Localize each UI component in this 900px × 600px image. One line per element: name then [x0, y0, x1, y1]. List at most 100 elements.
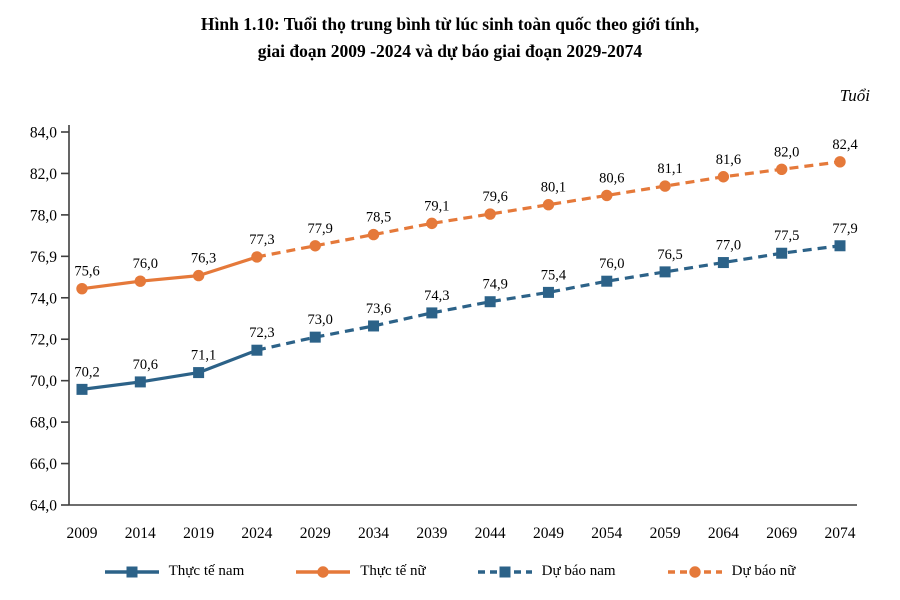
y-tick-label: 78,0	[30, 207, 57, 224]
x-tick-label: 2014	[125, 525, 156, 542]
series-line-0	[81, 348, 258, 391]
legend-swatch-du-bao-nam	[477, 565, 532, 579]
x-tick-label: 2009	[67, 525, 98, 542]
legend-label-thuc-te-nu: Thực tế nữ	[360, 563, 426, 579]
data-point-marker	[309, 240, 321, 252]
x-tick-label: 2019	[183, 525, 214, 542]
data-point-label: 70,2	[74, 364, 99, 380]
data-point-label: 81,6	[716, 152, 741, 168]
data-point-label: 76,5	[657, 247, 682, 263]
data-point-label: 74,9	[482, 277, 507, 293]
x-tick-label: 2044	[475, 525, 506, 542]
data-point-marker	[134, 275, 147, 287]
data-point-label: 76,3	[191, 251, 216, 267]
data-point-label: 73,6	[366, 301, 391, 317]
x-tick-label: 2074	[825, 525, 856, 542]
data-point-marker	[542, 286, 554, 298]
data-point-label: 75,6	[74, 264, 99, 280]
legend-swatch-canvas	[477, 566, 532, 577]
data-point-label: 81,1	[657, 161, 682, 177]
legend-label-du-bao-nam: Dự báo nam	[541, 563, 616, 579]
y-tick-label: 68,0	[30, 415, 57, 432]
y-tick-label: 70,0	[30, 373, 57, 390]
x-tick-label: 2034	[358, 525, 389, 542]
data-point-marker	[776, 247, 788, 259]
data-point-marker	[367, 228, 380, 241]
legend-swatch-canvas	[296, 565, 351, 578]
data-point-marker	[76, 383, 88, 395]
data-point-label: 75,4	[541, 267, 567, 283]
data-point-label: 82,4	[832, 137, 858, 153]
data-point-marker	[659, 180, 671, 192]
legend-swatch-thuc-te-nu	[296, 565, 351, 579]
series-line-2	[256, 244, 841, 352]
data-point-label: 76,0	[599, 256, 624, 272]
data-point-marker	[484, 208, 496, 220]
legend-item-du-bao-nam: Dự báo nam	[477, 563, 616, 580]
data-point-marker	[193, 367, 205, 379]
data-point-marker	[309, 331, 321, 343]
data-point-marker	[775, 163, 788, 175]
legend-swatch-canvas	[667, 565, 722, 578]
series-line-3	[256, 160, 841, 259]
x-tick-label: 2069	[766, 525, 797, 542]
legend-swatch-canvas	[104, 566, 159, 577]
data-point-marker	[542, 199, 555, 211]
y-tick-label: 76,9	[30, 249, 57, 266]
data-point-label: 80,1	[541, 180, 566, 196]
data-point-marker	[484, 296, 496, 308]
x-tick-label: 2029	[300, 525, 331, 542]
data-point-marker	[834, 156, 846, 168]
data-point-label: 71,1	[191, 348, 216, 364]
y-axis-unit-label: Tuổi	[839, 86, 870, 105]
legend-item-thuc-te-nu: Thực tế nữ	[296, 563, 426, 580]
data-point-marker	[601, 189, 613, 202]
data-point-marker	[192, 269, 205, 282]
x-tick-label: 2049	[533, 525, 564, 542]
data-point-label: 70,6	[133, 357, 158, 373]
data-point-marker	[717, 257, 729, 269]
data-point-marker	[659, 266, 671, 278]
data-point-marker	[601, 275, 613, 287]
legend-item-thuc-te-nam: Thực tế nam	[104, 563, 245, 580]
data-point-marker	[834, 240, 846, 252]
x-tick-label: 2059	[650, 525, 681, 542]
series-line-1	[81, 255, 258, 291]
y-tick-label: 74,0	[30, 290, 57, 307]
chart-title-line2: giai đoạn 2009 -2024 và dự báo giai đoạn…	[257, 41, 643, 61]
data-point-label: 77,9	[308, 221, 333, 237]
chart-legend: Thực tế nam Thực tế nữ Dự báo nam Dự báo…	[0, 563, 900, 580]
data-point-label: 74,3	[424, 288, 449, 304]
chart-title: Hình 1.10: Tuổi thọ trung bình từ lúc si…	[0, 11, 900, 65]
data-point-label: 73,0	[308, 312, 333, 328]
x-tick-label: 2054	[591, 525, 622, 542]
data-point-label: 77,3	[249, 232, 274, 248]
y-tick-label: 64,0	[30, 498, 57, 515]
chart-title-line1: Hình 1.10: Tuổi thọ trung bình từ lúc si…	[200, 14, 700, 34]
legend-swatch-du-bao-nu	[667, 565, 722, 579]
data-point-marker	[134, 376, 146, 388]
data-point-label: 79,6	[482, 189, 507, 205]
data-point-label: 77,0	[716, 238, 741, 254]
data-point-label: 78,5	[366, 210, 391, 226]
legend-item-du-bao-nu: Dự báo nữ	[667, 563, 795, 580]
x-tick-label: 2024	[241, 525, 272, 542]
data-point-label: 76,0	[133, 256, 158, 272]
data-point-label: 80,6	[599, 170, 624, 186]
legend-label-thuc-te-nam: Thực tế nam	[168, 563, 245, 579]
y-tick-label: 84,0	[30, 125, 57, 142]
y-tick-label: 72,0	[30, 332, 57, 349]
x-tick-label: 2039	[416, 525, 447, 542]
data-point-marker	[368, 320, 380, 332]
data-point-marker	[426, 307, 438, 319]
data-point-marker	[76, 282, 88, 295]
data-point-marker	[426, 217, 438, 230]
data-point-label: 82,0	[774, 144, 799, 160]
data-point-label: 77,9	[832, 221, 857, 237]
y-tick-label: 82,0	[30, 166, 57, 183]
y-tick-label: 66,0	[30, 456, 57, 473]
legend-swatch-thuc-te-nam	[104, 565, 159, 579]
data-point-marker	[717, 171, 730, 183]
data-point-label: 72,3	[249, 325, 274, 341]
